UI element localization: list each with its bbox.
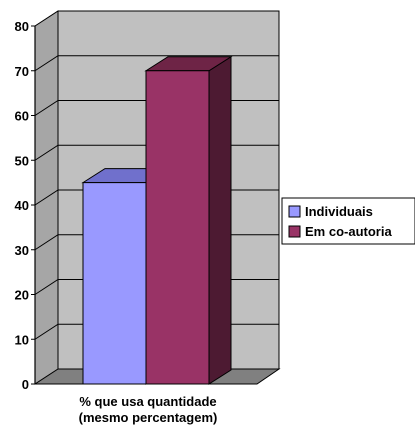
x-category-label: % que usa quantidade (mesmo percentagem) — [79, 394, 218, 425]
y-axis — [31, 25, 36, 385]
y-tick-label: 70 — [15, 64, 29, 79]
bar-front — [145, 70, 210, 385]
legend-swatch-individuais — [288, 205, 301, 218]
gridline — [34, 55, 279, 72]
legend: Individuais Em co-autoria — [281, 197, 415, 245]
legend-box — [281, 197, 415, 245]
bar-co-autoria — [144, 55, 233, 385]
y-tick-label: 10 — [15, 332, 29, 347]
y-tick-label: 50 — [15, 153, 29, 168]
y-tick-label: 20 — [15, 288, 29, 303]
y-tick-label: 60 — [15, 109, 29, 124]
y-tick-label: 0 — [22, 377, 29, 392]
legend-swatch-co-autoria — [288, 225, 301, 238]
bar-side — [208, 55, 232, 385]
y-tick-label: 80 — [15, 19, 29, 34]
legend-label-individuais: Individuais — [305, 204, 373, 219]
bar-front — [82, 182, 147, 385]
gridline — [34, 10, 279, 27]
category-label-line-2: (mesmo percentagem) — [79, 410, 218, 425]
bars — [81, 55, 233, 385]
y-tick-labels: 0 10 20 30 40 50 60 70 80 — [15, 19, 29, 392]
legend-label-co-autoria: Em co-autoria — [305, 224, 392, 239]
y-tick-label: 40 — [15, 198, 29, 213]
y-tick-label: 30 — [15, 243, 29, 258]
category-label-line-1: % que usa quantidade — [79, 394, 216, 409]
